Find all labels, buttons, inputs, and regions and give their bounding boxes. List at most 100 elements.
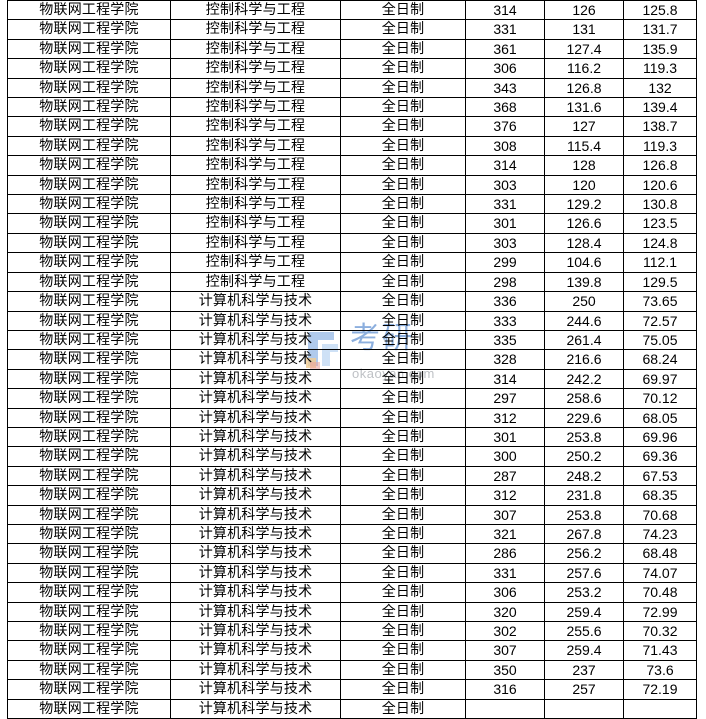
cell-major[interactable]: 控制科学与工程 <box>170 38 341 60</box>
cell-college[interactable]: 物联网工程学院 <box>7 77 171 99</box>
table-row[interactable]: 物联网工程学院 计算机科学与技术 全日制 306 253.2 70.48 <box>7 582 697 603</box>
cell-professional-score[interactable]: 253.8 <box>544 504 624 525</box>
cell-study-type[interactable]: 全日制 <box>340 407 466 428</box>
cell-professional-score[interactable]: 131.6 <box>544 97 624 118</box>
cell-study-type[interactable]: 全日制 <box>340 349 466 370</box>
cell-total-score[interactable]: 321 <box>465 523 545 545</box>
cell-total-score[interactable]: 331 <box>465 19 545 40</box>
table-row[interactable]: 物联网工程学院 控制科学与工程 全日制 368 131.6 139.4 <box>7 97 697 118</box>
cell-major[interactable]: 控制科学与工程 <box>170 155 341 176</box>
cell-total-score[interactable]: 368 <box>465 97 545 118</box>
cell-major[interactable]: 计算机科学与技术 <box>170 659 341 681</box>
table-row[interactable]: 物联网工程学院 控制科学与工程 全日制 314 126 125.8 <box>7 0 697 21</box>
cell-final-score[interactable]: 70.68 <box>623 504 697 525</box>
cell-total-score[interactable]: 307 <box>465 504 545 525</box>
cell-college[interactable]: 物联网工程学院 <box>7 465 171 487</box>
cell-professional-score[interactable]: 126.8 <box>544 77 624 99</box>
cell-study-type[interactable]: 全日制 <box>340 368 466 390</box>
cell-major[interactable]: 计算机科学与技术 <box>170 446 341 467</box>
table-row[interactable]: 物联网工程学院 计算机科学与技术 全日制 316 257 72.19 <box>7 679 697 700</box>
cell-college[interactable]: 物联网工程学院 <box>7 679 171 700</box>
cell-study-type[interactable]: 全日制 <box>340 155 466 176</box>
cell-final-score[interactable]: 112.1 <box>623 252 697 273</box>
cell-total-score[interactable]: 350 <box>465 659 545 681</box>
cell-study-type[interactable]: 全日制 <box>340 135 466 157</box>
cell-total-score[interactable]: 301 <box>465 426 545 448</box>
cell-total-score[interactable]: 333 <box>465 310 545 331</box>
cell-major[interactable]: 控制科学与工程 <box>170 77 341 99</box>
cell-study-type[interactable]: 全日制 <box>340 504 466 525</box>
cell-major[interactable]: 计算机科学与技术 <box>170 388 341 409</box>
cell-professional-score[interactable]: 131 <box>544 19 624 40</box>
cell-final-score[interactable]: 73.65 <box>623 291 697 312</box>
cell-study-type[interactable]: 全日制 <box>340 523 466 545</box>
cell-total-score[interactable]: 336 <box>465 291 545 312</box>
cell-major[interactable]: 控制科学与工程 <box>170 252 341 273</box>
cell-study-type[interactable]: 全日制 <box>340 446 466 467</box>
cell-final-score[interactable]: 139.4 <box>623 97 697 118</box>
table-row[interactable]: 物联网工程学院 控制科学与工程 全日制 301 126.6 123.5 <box>7 213 697 234</box>
cell-study-type[interactable]: 全日制 <box>340 698 466 719</box>
cell-college[interactable]: 物联网工程学院 <box>7 640 171 661</box>
cell-study-type[interactable]: 全日制 <box>340 620 466 642</box>
table-row[interactable]: 物联网工程学院 计算机科学与技术 全日制 335 261.4 75.05 <box>7 329 697 351</box>
cell-study-type[interactable]: 全日制 <box>340 116 466 137</box>
cell-major[interactable]: 计算机科学与技术 <box>170 543 341 564</box>
cell-professional-score[interactable]: 259.4 <box>544 640 624 661</box>
cell-college[interactable]: 物联网工程学院 <box>7 155 171 176</box>
cell-major[interactable]: 控制科学与工程 <box>170 232 341 254</box>
table-row[interactable]: 物联网工程学院 控制科学与工程 全日制 331 129.2 130.8 <box>7 194 697 215</box>
table-row[interactable]: 物联网工程学院 控制科学与工程 全日制 308 115.4 119.3 <box>7 135 697 157</box>
cell-study-type[interactable]: 全日制 <box>340 601 466 623</box>
cell-professional-score[interactable]: 128 <box>544 155 624 176</box>
table-row[interactable]: 物联网工程学院 计算机科学与技术 全日制 286 256.2 68.48 <box>7 543 697 564</box>
cell-professional-score[interactable]: 231.8 <box>544 485 624 506</box>
cell-final-score[interactable]: 68.48 <box>623 543 697 564</box>
table-row[interactable]: 物联网工程学院 计算机科学与技术 全日制 287 248.2 67.53 <box>7 465 697 487</box>
cell-college[interactable]: 物联网工程学院 <box>7 329 171 351</box>
cell-major[interactable]: 控制科学与工程 <box>170 0 341 21</box>
cell-college[interactable]: 物联网工程学院 <box>7 698 171 719</box>
cell-professional-score[interactable]: 127 <box>544 116 624 137</box>
cell-major[interactable]: 计算机科学与技术 <box>170 582 341 603</box>
cell-college[interactable]: 物联网工程学院 <box>7 349 171 370</box>
cell-professional-score[interactable]: 244.6 <box>544 310 624 331</box>
cell-study-type[interactable]: 全日制 <box>340 19 466 40</box>
table-row[interactable]: 物联网工程学院 计算机科学与技术 全日制 321 267.8 74.23 <box>7 523 697 545</box>
cell-study-type[interactable]: 全日制 <box>340 485 466 506</box>
cell-major[interactable]: 控制科学与工程 <box>170 116 341 137</box>
cell-professional-score[interactable]: 257.6 <box>544 562 624 584</box>
cell-college[interactable]: 物联网工程学院 <box>7 58 171 79</box>
table-row[interactable]: 物联网工程学院 计算机科学与技术 全日制 307 253.8 70.68 <box>7 504 697 525</box>
cell-college[interactable]: 物联网工程学院 <box>7 310 171 331</box>
cell-professional-score[interactable]: 248.2 <box>544 465 624 487</box>
cell-major[interactable]: 计算机科学与技术 <box>170 562 341 584</box>
cell-final-score[interactable]: 135.9 <box>623 38 697 60</box>
cell-college[interactable]: 物联网工程学院 <box>7 562 171 584</box>
cell-college[interactable]: 物联网工程学院 <box>7 485 171 506</box>
cell-college[interactable]: 物联网工程学院 <box>7 523 171 545</box>
cell-major[interactable]: 计算机科学与技术 <box>170 291 341 312</box>
cell-college[interactable]: 物联网工程学院 <box>7 582 171 603</box>
cell-total-score[interactable]: 320 <box>465 601 545 623</box>
cell-final-score[interactable] <box>623 698 697 719</box>
table-row[interactable]: 物联网工程学院 计算机科学与技术 全日制 307 259.4 71.43 <box>7 640 697 661</box>
cell-final-score[interactable]: 71.43 <box>623 640 697 661</box>
table-row[interactable]: 物联网工程学院 计算机科学与技术 全日制 297 258.6 70.12 <box>7 388 697 409</box>
cell-total-score[interactable]: 331 <box>465 194 545 215</box>
cell-study-type[interactable]: 全日制 <box>340 58 466 79</box>
cell-major[interactable]: 计算机科学与技术 <box>170 407 341 428</box>
cell-professional-score[interactable]: 229.6 <box>544 407 624 428</box>
cell-total-score[interactable]: 297 <box>465 388 545 409</box>
cell-total-score[interactable]: 302 <box>465 620 545 642</box>
cell-professional-score[interactable]: 116.2 <box>544 58 624 79</box>
cell-study-type[interactable]: 全日制 <box>340 543 466 564</box>
cell-total-score[interactable]: 287 <box>465 465 545 487</box>
cell-final-score[interactable]: 69.96 <box>623 426 697 448</box>
cell-study-type[interactable]: 全日制 <box>340 0 466 21</box>
cell-major[interactable]: 控制科学与工程 <box>170 213 341 234</box>
cell-total-score[interactable]: 303 <box>465 232 545 254</box>
cell-total-score[interactable]: 376 <box>465 116 545 137</box>
table-row[interactable]: 物联网工程学院 控制科学与工程 全日制 331 131 131.7 <box>7 19 697 40</box>
cell-professional-score[interactable]: 216.6 <box>544 349 624 370</box>
